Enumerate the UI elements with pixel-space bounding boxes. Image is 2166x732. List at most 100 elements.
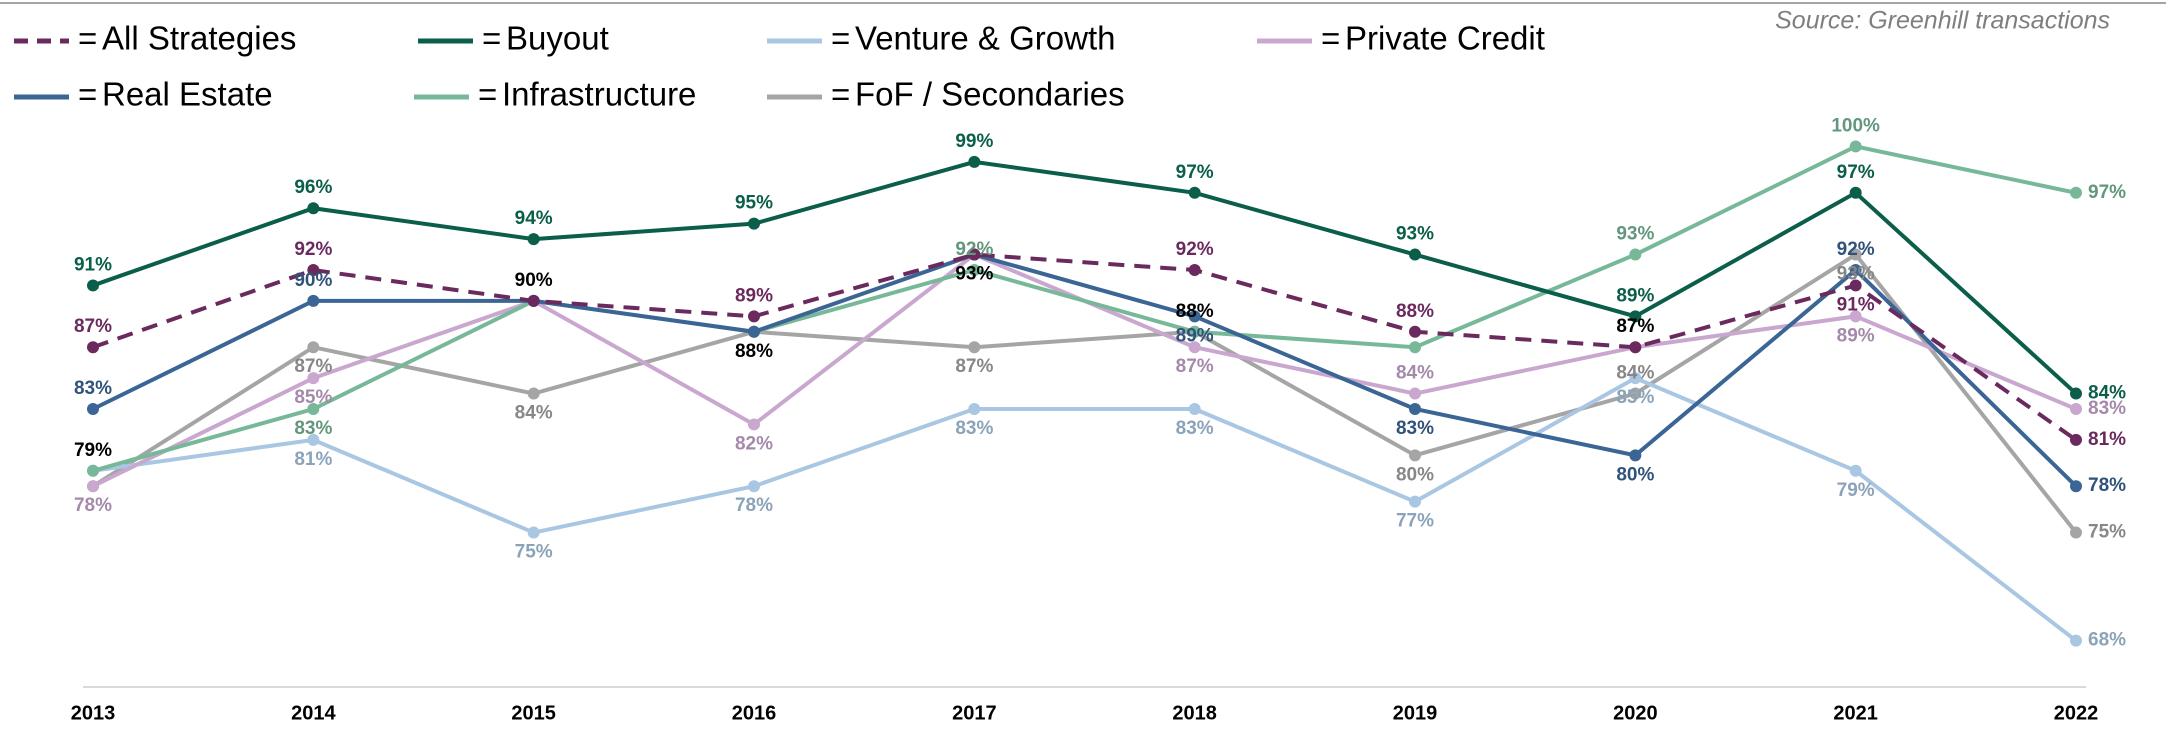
data-label: 80%	[1396, 464, 1434, 485]
data-label: 85%	[1616, 387, 1654, 408]
series-line	[92, 252, 2078, 488]
data-label: 99%	[955, 131, 993, 152]
annotation: 88%	[1176, 301, 1214, 322]
data-point	[2070, 387, 2082, 400]
data-label: 93%	[1396, 224, 1434, 245]
data-label: 89%	[735, 285, 773, 306]
data-label: 91%	[1837, 294, 1875, 315]
data-point	[1188, 325, 1201, 338]
data-label: 93%	[1837, 264, 1875, 285]
data-point	[1409, 325, 1421, 338]
data-label: 78%	[735, 495, 773, 516]
data-label: 93%	[1616, 224, 1654, 245]
data-point	[307, 433, 320, 446]
x-tick-label: 2018	[1172, 702, 1217, 724]
data-point	[1409, 403, 1421, 415]
data-label: 75%	[515, 542, 553, 563]
data-label: 75%	[2088, 522, 2126, 543]
data-label: 83%	[294, 418, 332, 439]
data-point	[1629, 341, 1642, 354]
data-point	[1849, 279, 1862, 292]
data-point	[1629, 248, 1642, 261]
data-label: 87%	[1176, 356, 1214, 377]
data-label: 83%	[1176, 418, 1214, 439]
legend-label: Private Credit	[1345, 20, 1545, 57]
data-label: 79%	[1837, 480, 1875, 501]
data-point	[748, 310, 760, 323]
data-point	[968, 403, 981, 415]
data-label: 68%	[2088, 630, 2126, 651]
data-label: 83%	[955, 418, 993, 439]
data-label: 81%	[2088, 429, 2126, 450]
source-note: Source: Greenhill transactions	[1775, 7, 2110, 35]
data-point	[307, 341, 320, 354]
data-point	[307, 202, 320, 215]
lines	[87, 140, 2082, 647]
data-point	[1849, 186, 1862, 199]
series-line	[92, 144, 2077, 473]
legend-label: Venture & Growth	[855, 20, 1115, 57]
data-point	[1188, 310, 1201, 323]
x-tick-label: 2013	[71, 702, 116, 724]
data-label: 82%	[735, 433, 773, 454]
data-point	[968, 264, 981, 276]
data-point	[87, 403, 99, 415]
data-label: 83%	[74, 378, 112, 399]
data-point	[2070, 186, 2082, 199]
legend-label: FoF / Secondaries	[855, 76, 1125, 113]
x-tick-label: 2015	[511, 702, 556, 724]
data-point	[1409, 387, 1421, 400]
annotation: 88%	[735, 341, 773, 362]
data-point	[748, 325, 760, 338]
x-tick-label: 2019	[1393, 702, 1438, 724]
data-label: 84%	[515, 403, 553, 424]
data-label: 83%	[2088, 398, 2126, 419]
data-point	[2070, 480, 2082, 493]
annotation: 79%	[74, 440, 112, 461]
legend-separator: =	[831, 20, 850, 57]
data-label: 84%	[2088, 383, 2126, 404]
legend-separator: =	[78, 20, 97, 57]
data-point	[307, 403, 320, 415]
data-point	[87, 464, 99, 477]
data-point	[1188, 403, 1201, 415]
data-point	[968, 155, 981, 168]
data-point	[1409, 341, 1421, 354]
data-label: 78%	[2088, 475, 2126, 496]
data-label: 97%	[1837, 162, 1875, 183]
x-tick-label: 2022	[2054, 702, 2099, 724]
annotation: 90%	[515, 270, 553, 291]
legend-separator: =	[1321, 20, 1340, 57]
data-label: 87%	[74, 316, 112, 337]
data-label: 90%	[294, 270, 332, 291]
data-point	[1188, 186, 1201, 199]
data-point	[307, 264, 320, 276]
data-point	[307, 294, 320, 307]
data-point	[1849, 140, 1862, 153]
data-point	[748, 418, 760, 431]
data-point	[87, 279, 99, 292]
data-point	[307, 372, 320, 385]
data-point	[2070, 403, 2082, 415]
series-line	[91, 251, 2078, 534]
data-point	[1629, 449, 1642, 462]
data-label: 81%	[294, 449, 332, 470]
data-point	[1188, 341, 1201, 354]
annotation: 93%	[955, 264, 993, 285]
data-point	[968, 248, 981, 261]
data-label: 88%	[1396, 301, 1434, 322]
labels: 87% 92% 89% 92% 88% 91% 81% 91% 96% 94% 95% 99% 97% 9…	[74, 115, 2126, 650]
data-label: 89%	[1176, 325, 1214, 346]
series-line	[92, 252, 2078, 442]
data-label: 84%	[1616, 363, 1654, 384]
data-label: 83%	[1396, 418, 1434, 439]
annotation: 87%	[1616, 316, 1654, 337]
data-label: 96%	[294, 177, 332, 198]
data-point	[527, 387, 540, 400]
data-point	[1849, 464, 1862, 477]
data-point	[87, 480, 99, 493]
data-label: 95%	[735, 193, 773, 214]
x-tick-label: 2016	[732, 702, 777, 724]
data-label: 91%	[74, 254, 112, 275]
